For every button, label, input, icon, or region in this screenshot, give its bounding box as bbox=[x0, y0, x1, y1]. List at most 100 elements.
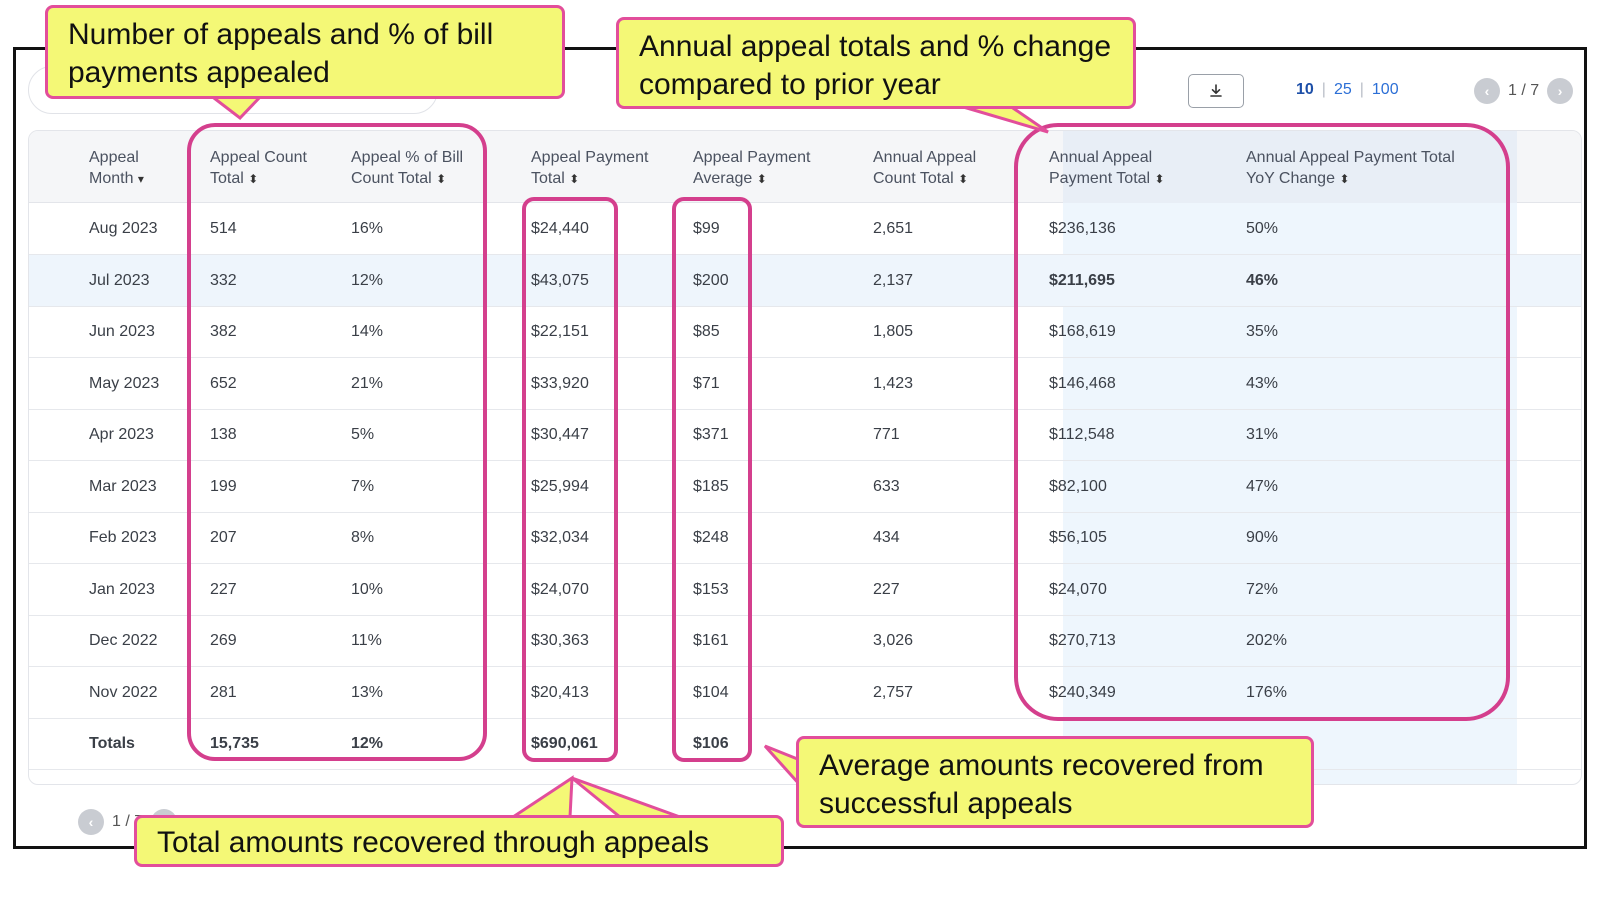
sort-icon: ⬍ bbox=[958, 172, 969, 186]
table-cell: 514 bbox=[210, 220, 237, 237]
table-cell: $185 bbox=[693, 477, 729, 495]
table-cell: Jun 2023 bbox=[89, 323, 155, 340]
table-cell: 207 bbox=[210, 529, 237, 546]
table-cell: $30,447 bbox=[531, 426, 589, 443]
table-cell: $106 bbox=[693, 735, 729, 752]
table-cell: Totals bbox=[89, 735, 135, 752]
highlight-annual-totals bbox=[1014, 123, 1510, 721]
table-cell: $371 bbox=[693, 426, 729, 443]
pagination-top: ‹ 1 / 7 › bbox=[1474, 78, 1574, 104]
sort-desc-icon: ▾ bbox=[137, 172, 144, 186]
table-row: Jul 2023 332 12% $43,075 $200 2,137 $211,695 46… bbox=[29, 254, 1581, 307]
table-cell: 10% bbox=[351, 580, 384, 598]
table-cell: $32,034 bbox=[531, 529, 589, 546]
table-cell: 434 bbox=[873, 529, 900, 546]
download-icon bbox=[1210, 84, 1222, 97]
table-cell: 43% bbox=[1246, 374, 1279, 392]
table-cell: Aug 2023 bbox=[89, 220, 158, 237]
highlight-appeal-counts bbox=[187, 123, 487, 761]
table-cell: $24,070 bbox=[531, 580, 589, 598]
table-row: Apr 2023 138 5% $30,447 $371 771 $112,548 31% bbox=[29, 409, 1581, 461]
table-row: Mar 2023 199 7% $25,994 $185 633 $82,100 47% bbox=[29, 461, 1581, 513]
chevron-left-icon[interactable]: ‹ bbox=[78, 809, 104, 835]
table-cell: 227 bbox=[873, 580, 900, 598]
page-size-separator: | bbox=[1359, 81, 1364, 98]
table-cell: 7% bbox=[351, 477, 375, 495]
table-cell: $161 bbox=[693, 632, 729, 649]
callout-annual-totals: Annual appeal totals and % change compar… bbox=[616, 17, 1136, 109]
header-appeal-month[interactable]: Appeal Month ▾ bbox=[89, 149, 144, 187]
table-cell: $200 bbox=[693, 271, 729, 289]
table-cell: 1,423 bbox=[873, 374, 914, 392]
appeals-table: Appeal Month ▾ Appeal Count Total ⬍ Appeal… bbox=[28, 130, 1582, 785]
table-cell: $82,100 bbox=[1049, 477, 1107, 495]
header-annual-yoy-change[interactable]: Annual Appeal Payment Total YoY Change ⬍ bbox=[1246, 149, 1455, 187]
header-appeal-payment-total[interactable]: Appeal Payment Total ⬍ bbox=[531, 149, 649, 187]
callout-average-amounts: Average amounts recovered from successfu… bbox=[796, 736, 1314, 828]
table-cell: Dec 2022 bbox=[89, 632, 158, 649]
table-cell: Feb 2023 bbox=[89, 529, 157, 546]
table-cell: 5% bbox=[351, 426, 375, 443]
highlight-payment-average bbox=[672, 197, 752, 762]
table-cell: 176% bbox=[1246, 683, 1287, 701]
sort-icon: ⬍ bbox=[436, 172, 447, 186]
table-cell: $168,619 bbox=[1049, 323, 1116, 340]
table-cell: $99 bbox=[693, 220, 720, 237]
table-cell: $690,061 bbox=[531, 735, 598, 752]
table-cell: $146,468 bbox=[1049, 374, 1116, 392]
table-cell: 202% bbox=[1246, 632, 1287, 649]
chevron-left-icon[interactable]: ‹ bbox=[1474, 78, 1500, 104]
table-cell: $236,136 bbox=[1049, 220, 1116, 237]
table-cell: 12% bbox=[351, 735, 384, 752]
table-cell: 2,137 bbox=[873, 271, 914, 289]
table-cell: $24,440 bbox=[531, 220, 589, 237]
header-annual-appeal-payment-total[interactable]: Annual Appeal Payment Total ⬍ bbox=[1049, 149, 1165, 187]
table-cell: $248 bbox=[693, 529, 729, 546]
page-size-10[interactable]: 10 bbox=[1296, 81, 1314, 98]
header-appeal-payment-average[interactable]: Appeal Payment Average ⬍ bbox=[693, 149, 811, 187]
table-cell: $43,075 bbox=[531, 271, 589, 289]
sort-icon: ⬍ bbox=[248, 172, 259, 186]
table-cell: May 2023 bbox=[89, 374, 160, 392]
table-cell: $33,920 bbox=[531, 374, 589, 392]
highlight-payment-total bbox=[522, 197, 618, 762]
table-cell: 281 bbox=[210, 683, 237, 701]
download-button[interactable] bbox=[1188, 74, 1244, 108]
chevron-right-icon[interactable]: › bbox=[1547, 78, 1574, 104]
table-cell: 332 bbox=[210, 271, 237, 289]
table-cell: 3,026 bbox=[873, 632, 914, 649]
table-cell: 11% bbox=[351, 632, 382, 649]
table-cell: 771 bbox=[873, 426, 900, 443]
table-cell: $30,363 bbox=[531, 632, 589, 649]
table-cell: 269 bbox=[210, 632, 237, 649]
table-cell: $270,713 bbox=[1049, 632, 1116, 649]
table-cell: $25,994 bbox=[531, 477, 589, 495]
page-size-25[interactable]: 25 bbox=[1333, 81, 1352, 98]
page-size-100[interactable]: 100 bbox=[1371, 81, 1399, 98]
table-cell: Nov 2022 bbox=[89, 683, 158, 701]
header-annual-appeal-count-total[interactable]: Annual Appeal Count Total ⬍ bbox=[873, 149, 977, 187]
callout-total-amounts: Total amounts recovered through appeals bbox=[134, 815, 784, 867]
table-cell: 50% bbox=[1246, 220, 1279, 237]
table-row: Feb 2023 207 8% $32,034 $248 434 $56,105 90% bbox=[29, 512, 1581, 564]
table-cell: 47% bbox=[1246, 477, 1279, 495]
table-cell: 199 bbox=[210, 477, 237, 495]
table-cell: 2,757 bbox=[873, 683, 914, 701]
page-size-selector: 10 | 25 | 100 bbox=[1296, 81, 1399, 99]
sort-icon: ⬍ bbox=[756, 172, 767, 186]
table-cell: $24,070 bbox=[1049, 580, 1107, 598]
sort-icon: ⬍ bbox=[1154, 172, 1165, 186]
sort-icon: ⬍ bbox=[569, 172, 580, 186]
header-appeal-percent-bill-count[interactable]: Appeal % of Bill Count Total ⬍ bbox=[351, 149, 464, 187]
table-row: Nov 2022 281 13% $20,413 $104 2,757 $240,349 17… bbox=[29, 667, 1581, 719]
table-cell: Jul 2023 bbox=[89, 271, 150, 289]
table-cell: 46% bbox=[1246, 271, 1279, 289]
table-cell: 138 bbox=[210, 426, 237, 443]
callout-appeals-count: Number of appeals and % of bill payments… bbox=[45, 5, 565, 99]
table-cell: $153 bbox=[693, 580, 729, 598]
table-cell: $85 bbox=[693, 323, 720, 340]
table-cell: 12% bbox=[351, 271, 384, 289]
table-cell: $104 bbox=[693, 683, 729, 701]
table-header: Appeal Month ▾ Appeal Count Total ⬍ Appeal… bbox=[29, 131, 1581, 203]
header-appeal-count-total[interactable]: Appeal Count Total ⬍ bbox=[210, 149, 307, 187]
